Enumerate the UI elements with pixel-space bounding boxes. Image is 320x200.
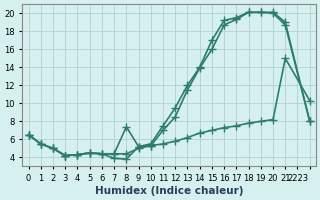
X-axis label: Humidex (Indice chaleur): Humidex (Indice chaleur) — [95, 186, 244, 196]
